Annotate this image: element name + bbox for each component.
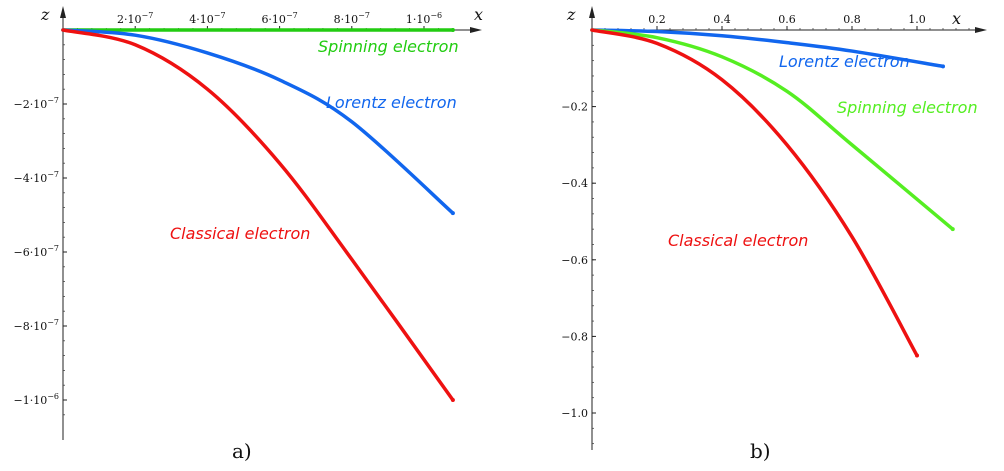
x-tick-label-mantissa: 0.2	[648, 13, 666, 26]
y-tick-label-exponent: −7	[47, 244, 59, 253]
y-tick-label: −1.0	[561, 407, 588, 420]
x-tick-label: 0.4	[713, 13, 731, 26]
x-axis-label: x	[952, 9, 961, 28]
x-tick-label: 6·10−7	[261, 11, 297, 26]
y-tick-label-exponent: −6	[47, 392, 59, 401]
x-tick-label: 8·10−7	[334, 11, 370, 26]
series-line-classical-electron	[590, 28, 919, 358]
panel-label: b)	[750, 439, 771, 463]
x-axis-arrow-icon	[975, 27, 987, 33]
y-axis-label: z	[566, 5, 576, 24]
x-axis-label: x	[474, 5, 483, 24]
series-endpoint-classical-electron	[450, 398, 455, 402]
x-tick-label-mantissa: 4·10	[189, 13, 214, 26]
x-tick-label-mantissa: 0.4	[713, 13, 731, 26]
y-tick-label: −0.4	[561, 177, 588, 190]
x-tick-label-exponent: −7	[358, 11, 370, 20]
y-tick-label-mantissa: −1.0	[561, 407, 588, 420]
x-tick-label-mantissa: 8·10	[334, 13, 359, 26]
panel-b: 0.2 0.4 0.6 0.8 1.0 −0.2 −0.4 −0.6 −0.8 −1.0 x z Lor…	[561, 5, 987, 463]
y-tick-label-mantissa: −1·10	[13, 394, 47, 407]
series-label-spinning-electron: Spinning electron	[318, 37, 459, 56]
series-endpoint-spinning-electron	[950, 227, 955, 232]
y-tick-label: −4·10−7	[13, 170, 59, 185]
series-label-classical-electron: Classical electron	[668, 231, 808, 250]
y-tick-label-exponent: −7	[47, 170, 59, 179]
series-label-lorentz-electron: Lorentz electron	[779, 52, 910, 71]
x-tick-label-mantissa: 1·10	[406, 13, 431, 26]
x-tick-label-mantissa: 6·10	[261, 13, 286, 26]
x-tick-label-mantissa: 0.6	[778, 13, 796, 26]
series-endpoint-lorentz-electron	[450, 211, 455, 216]
x-axis-arrow-icon	[470, 27, 482, 33]
y-tick-label-mantissa: −0.4	[561, 177, 588, 190]
y-axis-arrow-icon	[589, 6, 595, 18]
y-axis-arrow-icon	[60, 6, 66, 18]
y-tick-label-mantissa: −6·10	[13, 246, 47, 259]
y-tick-label: −0.2	[561, 101, 588, 114]
x-tick-label-exponent: −7	[286, 11, 298, 20]
series-line-spinning-electron	[590, 28, 955, 231]
y-tick-label-mantissa: −8·10	[13, 320, 47, 333]
panel-label: a)	[232, 439, 252, 463]
series-label-lorentz-electron: Lorentz electron	[326, 93, 457, 112]
x-tick-label-exponent: −7	[214, 11, 226, 20]
series-label-classical-electron: Classical electron	[170, 224, 310, 243]
y-tick-label-mantissa: −4·10	[13, 172, 47, 185]
y-tick-label-exponent: −7	[47, 96, 59, 105]
series-line-lorentz-electron	[61, 28, 455, 215]
y-tick-label: −6·10−7	[13, 244, 59, 259]
x-tick-label: 0.6	[778, 13, 796, 26]
series-endpoint-classical-electron	[915, 353, 919, 358]
series-endpoint-spinning-electron	[450, 28, 455, 32]
y-tick-label: −0.6	[561, 254, 588, 267]
series-label-spinning-electron: Spinning electron	[837, 98, 978, 117]
series-line-classical-electron	[61, 28, 455, 402]
y-tick-label-mantissa: −0.8	[561, 330, 588, 343]
y-tick-label: −2·10−7	[13, 96, 59, 111]
x-tick-label-exponent: −6	[430, 11, 442, 20]
y-tick-label-exponent: −7	[47, 318, 59, 327]
series-endpoint-lorentz-electron	[941, 64, 945, 69]
x-tick-label: 1.0	[908, 13, 926, 26]
series-line-lorentz-electron	[590, 28, 945, 69]
panel-a: 2·10−7 4·10−7 6·10−7 8·10−7 1·10−6−2·10−7−4·…	[13, 5, 483, 463]
y-axis-label: z	[40, 5, 50, 24]
y-tick-label: −1·10−6	[13, 392, 59, 407]
y-tick-label-mantissa: −2·10	[13, 98, 47, 111]
x-tick-label: 1·10−6	[406, 11, 442, 26]
x-tick-label: 0.8	[843, 13, 861, 26]
x-tick-label: 0.2	[648, 13, 666, 26]
x-tick-label-mantissa: 0.8	[843, 13, 861, 26]
x-tick-label: 4·10−7	[189, 11, 225, 26]
x-tick-label-mantissa: 2·10	[117, 13, 142, 26]
y-tick-label: −8·10−7	[13, 318, 59, 333]
x-tick-label: 2·10−7	[117, 11, 153, 26]
y-tick-label-mantissa: −0.2	[561, 101, 588, 114]
x-tick-label-mantissa: 1.0	[908, 13, 926, 26]
x-tick-label-exponent: −7	[142, 11, 154, 20]
y-tick-label: −0.8	[561, 330, 588, 343]
y-tick-label-mantissa: −0.6	[561, 254, 588, 267]
